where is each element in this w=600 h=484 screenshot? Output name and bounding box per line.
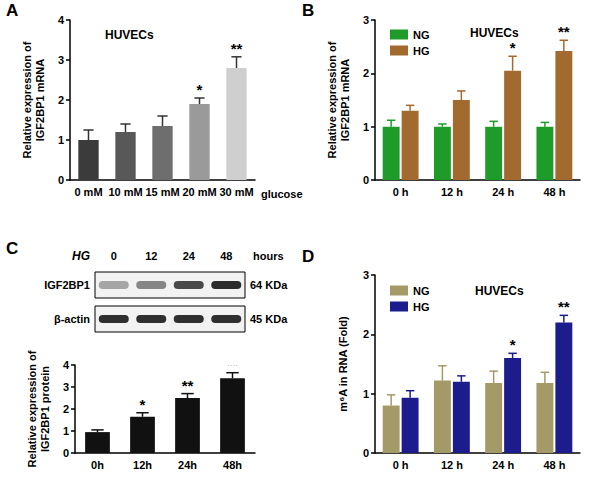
svg-text:β-actin: β-actin bbox=[54, 313, 90, 325]
svg-text:48 h: 48 h bbox=[543, 459, 565, 471]
svg-text:0: 0 bbox=[363, 174, 369, 186]
svg-text:IGF2BP1 mRNA: IGF2BP1 mRNA bbox=[34, 59, 46, 142]
svg-text:24h: 24h bbox=[178, 459, 197, 471]
svg-text:12: 12 bbox=[145, 250, 157, 262]
svg-text:3: 3 bbox=[363, 269, 369, 281]
svg-text:0 h: 0 h bbox=[393, 459, 409, 471]
svg-text:0: 0 bbox=[363, 447, 369, 459]
svg-text:HG: HG bbox=[413, 45, 430, 57]
svg-text:HUVECs: HUVECs bbox=[470, 26, 519, 40]
svg-text:*: * bbox=[510, 336, 516, 353]
svg-text:20 mM: 20 mM bbox=[182, 186, 216, 198]
svg-text:0: 0 bbox=[111, 250, 117, 262]
svg-text:0: 0 bbox=[63, 447, 69, 459]
svg-text:2: 2 bbox=[363, 67, 369, 79]
svg-text:glucose: glucose bbox=[261, 188, 303, 200]
svg-text:Relative expression of: Relative expression of bbox=[21, 41, 33, 158]
svg-text:30 mM: 30 mM bbox=[219, 186, 253, 198]
svg-text:3: 3 bbox=[58, 54, 64, 66]
svg-text:**: ** bbox=[182, 377, 194, 394]
svg-text:12 h: 12 h bbox=[441, 459, 463, 471]
svg-text:Relative expression of: Relative expression of bbox=[26, 350, 38, 467]
svg-text:0h: 0h bbox=[91, 459, 104, 471]
svg-text:45 KDa: 45 KDa bbox=[250, 313, 288, 325]
svg-text:1: 1 bbox=[363, 121, 369, 133]
svg-text:24 h: 24 h bbox=[492, 186, 514, 198]
svg-text:NG: NG bbox=[413, 285, 430, 297]
svg-text:**: ** bbox=[558, 23, 570, 40]
svg-text:4: 4 bbox=[58, 14, 65, 26]
svg-text:**: ** bbox=[227, 356, 239, 373]
svg-text:2: 2 bbox=[63, 403, 69, 415]
svg-text:1: 1 bbox=[63, 425, 69, 437]
svg-text:2: 2 bbox=[363, 328, 369, 340]
svg-text:*: * bbox=[510, 39, 516, 56]
svg-text:**: ** bbox=[231, 40, 243, 57]
svg-text:HG: HG bbox=[72, 249, 90, 263]
svg-text:*: * bbox=[140, 396, 146, 413]
svg-text:HG: HG bbox=[413, 301, 430, 313]
svg-text:NG: NG bbox=[413, 29, 430, 41]
svg-text:HUVECs: HUVECs bbox=[475, 284, 524, 298]
svg-text:1: 1 bbox=[58, 134, 64, 146]
svg-text:0 mM: 0 mM bbox=[74, 186, 102, 198]
svg-text:IGF2BP1: IGF2BP1 bbox=[44, 279, 90, 291]
svg-text:A: A bbox=[6, 1, 18, 20]
svg-text:10 mM: 10 mM bbox=[108, 186, 142, 198]
svg-text:12 h: 12 h bbox=[441, 186, 463, 198]
svg-text:48h: 48h bbox=[223, 459, 242, 471]
svg-text:B: B bbox=[302, 1, 314, 20]
svg-text:C: C bbox=[6, 239, 18, 258]
svg-text:1: 1 bbox=[363, 388, 369, 400]
svg-text:3: 3 bbox=[363, 14, 369, 26]
svg-text:D: D bbox=[302, 247, 314, 266]
svg-text:HUVECs: HUVECs bbox=[105, 28, 154, 42]
svg-text:0 h: 0 h bbox=[393, 186, 409, 198]
svg-text:2: 2 bbox=[58, 94, 64, 106]
svg-text:15 mM: 15 mM bbox=[145, 186, 179, 198]
svg-text:IGF2BP1 protein: IGF2BP1 protein bbox=[39, 366, 51, 452]
svg-text:24 h: 24 h bbox=[492, 459, 514, 471]
svg-text:0: 0 bbox=[58, 174, 64, 186]
svg-text:Relative expression of: Relative expression of bbox=[326, 41, 338, 158]
svg-text:12h: 12h bbox=[133, 459, 152, 471]
svg-text:48 h: 48 h bbox=[543, 186, 565, 198]
svg-text:m⁶A in RNA (Fold): m⁶A in RNA (Fold) bbox=[337, 316, 349, 412]
svg-text:48: 48 bbox=[220, 250, 232, 262]
svg-text:64 KDa: 64 KDa bbox=[250, 279, 288, 291]
svg-text:IGF2BP1 mRNA: IGF2BP1 mRNA bbox=[339, 59, 351, 142]
svg-text:*: * bbox=[197, 81, 203, 98]
svg-text:**: ** bbox=[558, 298, 570, 315]
svg-text:3: 3 bbox=[63, 381, 69, 393]
svg-text:hours: hours bbox=[253, 250, 284, 262]
svg-text:24: 24 bbox=[183, 250, 196, 262]
svg-text:4: 4 bbox=[63, 359, 70, 371]
